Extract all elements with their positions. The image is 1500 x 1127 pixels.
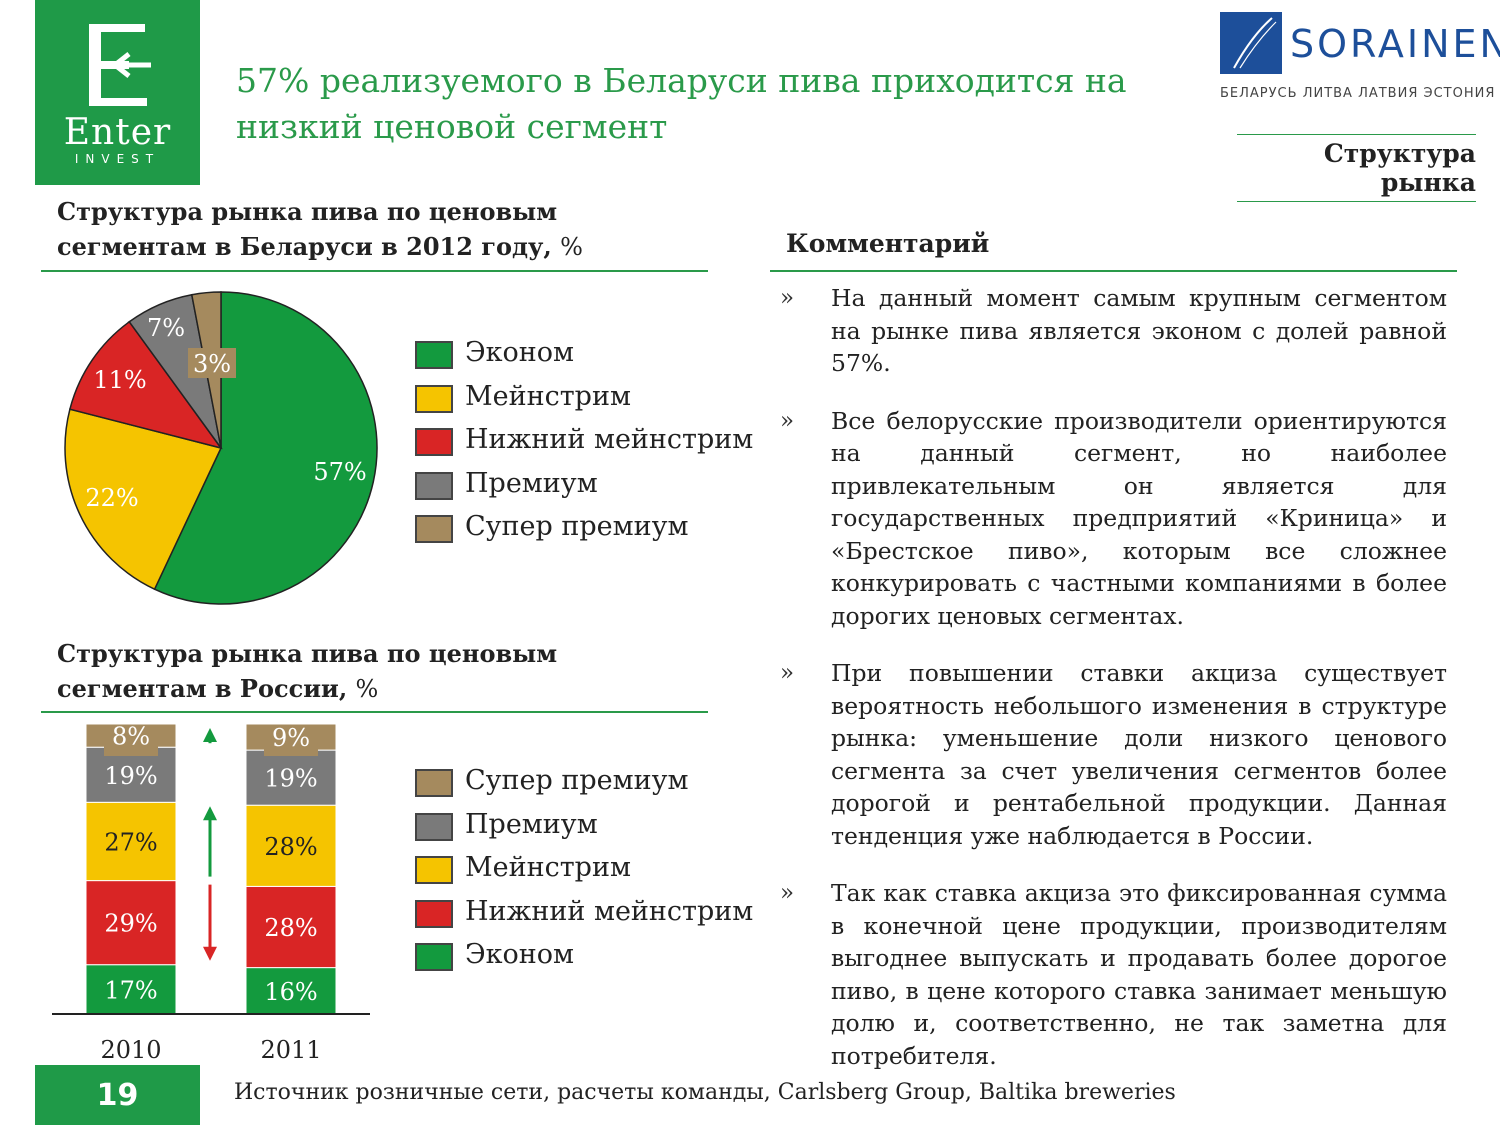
pie-legend-swatch-эконом [415, 341, 453, 369]
comment-bullet-1: » На данный момент самым крупным сегменто… [780, 282, 1447, 380]
bullet-marker: » [780, 880, 795, 906]
bar-label-2011-нижний-мейнстрим: 28% [264, 914, 317, 942]
bar-label-2010-эконом: 17% [104, 976, 157, 1004]
bar-2010-эконом [85, 964, 177, 1015]
bar-label-2011-эконом: 16% [264, 978, 317, 1006]
bar-legend-label-нижний-мейнстрим: Нижний мейнстрим [465, 895, 754, 927]
pie-legend-label-супер-премиум: Супер премиум [465, 511, 689, 542]
pie-legend-swatch-премиум [415, 471, 453, 500]
pie-legend-swatch-мейнстрим [415, 384, 453, 413]
bullet-marker: » [780, 285, 795, 311]
enter-invest-logo: Enter INVEST [35, 0, 200, 185]
bar-2011-мейнстрим [245, 804, 337, 887]
bar-2010-нижний-мейнстрим [85, 880, 177, 966]
bar-legend-label-премиум: Премиум [465, 808, 598, 840]
pie-chart-title: Структура рынка пива по ценовым сегмента… [57, 194, 697, 265]
pie-label-супер-премиум: 3% [193, 350, 231, 378]
trend-arrow-супер-премиум [203, 728, 217, 744]
bar-2011-нижний-мейнстрим [245, 885, 337, 969]
pie-legend-label-премиум: Премиум [465, 467, 598, 499]
trend-arrow-мейнстрим [203, 806, 217, 877]
comment-rule [770, 270, 1457, 272]
bar-category-2010: 2010 [100, 1036, 161, 1064]
bullet-text: На данный момент самым крупным сегментом… [831, 284, 1447, 377]
bar-legend-label-супер-премиум: Супер премиум [465, 765, 689, 796]
bar-label-2010-нижний-мейнстрим: 29% [104, 910, 157, 938]
bar-legend-swatch-премиум [415, 812, 453, 841]
bar-label-2010-мейнстрим: 27% [104, 828, 157, 856]
bullet-text: При повышении ставки акциза существует в… [831, 659, 1447, 850]
trend-arrow-нижний-мейнстрим [203, 884, 217, 961]
pie-label-нижний-мейнстрим: 11% [93, 366, 146, 394]
pie-legend-label-нижний-мейнстрим: Нижний мейнстрим [465, 424, 754, 455]
bar-label-2011-супер-премиум: 9% [272, 724, 310, 752]
bullet-text: Так как ставка акциза это фиксированная … [831, 879, 1447, 1070]
bar-chart-unit: % [355, 675, 379, 703]
bar-legend-swatch-супер-премиум [415, 769, 453, 797]
bar-legend-swatch-мейнстрим [415, 856, 453, 884]
pie-legend-swatch-нижний-мейнстрим [415, 428, 453, 456]
pie-chart-unit: % [560, 233, 583, 261]
bar-legend-swatch-нижний-мейнстрим [415, 899, 453, 928]
bar-label-2010-премиум: 19% [104, 762, 157, 790]
pie-legend-swatch-супер-премиум [415, 515, 453, 543]
source-note: Источник розничные сети, расчеты команды… [234, 1080, 1176, 1105]
bar-2011-премиум [245, 749, 337, 806]
pie-label-премиум: 7% [147, 314, 185, 342]
pie-chart-title-text: Структура рынка пива по ценовым сегмента… [57, 197, 558, 261]
bar-label-2010-супер-премиум: 8% [112, 723, 150, 751]
sorainen-countries: БЕЛАРУСЬ ЛИТВА ЛАТВИЯ ЭСТОНИЯ [1220, 86, 1496, 101]
logo-subtitle: INVEST [74, 152, 161, 166]
comment-bullets: » На данный момент самым крупным сегменто… [780, 282, 1447, 1097]
sorainen-logo-icon [1220, 12, 1282, 74]
pie-legend-label-эконом: Эконом [465, 337, 575, 368]
comment-bullet-3: » При повышении ставки акциза существует … [780, 657, 1447, 852]
bar-legend-label-эконом: Эконом [465, 939, 575, 970]
bar-label-2011-премиум: 19% [264, 765, 317, 793]
bar-chart-rule [41, 711, 708, 713]
section-tag: Структура рынка [1237, 134, 1476, 202]
pie-legend-label-мейнстрим: Мейнстрим [465, 380, 631, 412]
bar-category-2011: 2011 [260, 1036, 321, 1064]
pie-label-bg-супер-премиум [188, 348, 236, 378]
belarus-pie-chart: 57% 22% 11%7% 3% [64, 291, 378, 605]
pie-label-мейнстрим: 22% [85, 484, 138, 512]
comment-title: Комментарий [786, 229, 990, 258]
bar-2010-мейнстрим [85, 801, 177, 882]
bar-chart-title-text: Структура рынка пива по ценовым сегмента… [57, 639, 558, 703]
pie-label-эконом: 57% [313, 458, 366, 486]
bar-label-2011-мейнстрим: 28% [264, 833, 317, 861]
bar-chart-title: Структура рынка пива по ценовым сегмента… [57, 636, 697, 707]
bar-label-bg-2010 [104, 728, 158, 756]
sorainen-wordmark: SORAINEN [1290, 22, 1500, 66]
pie-chart-rule [41, 270, 708, 272]
bullet-text: Все белорусские производители ориентирую… [831, 406, 1447, 630]
pie-slice-эконом [153, 291, 378, 605]
bullet-marker: » [780, 407, 795, 434]
page-headline: 57% реализуемого в Беларуси пива приходи… [236, 61, 1127, 146]
enter-e-arrow-icon [89, 24, 151, 106]
pie-slice-мейнстрим [64, 408, 223, 591]
logo-name: Enter [63, 112, 172, 153]
pie-slice-нижний-мейнстрим [68, 320, 223, 450]
bar-2011-эконом [245, 967, 337, 1015]
bar-legend-swatch-эконом [415, 943, 453, 971]
page-number: 19 [35, 1065, 200, 1125]
bullet-marker: » [780, 660, 795, 686]
comment-bullet-4: » Так как ставка акциза это фиксированная… [780, 877, 1447, 1072]
comment-bullet-2: » Все белорусские производители ориентиру… [780, 405, 1447, 633]
russia-stacked-bar-chart: 17% 29% 27% 19% 8% 2010 16% 28% 28% 19% 9% 2011 [52, 723, 370, 1064]
bar-legend-label-мейнстрим: Мейнстрим [465, 852, 631, 883]
bar-label-bg-2011 [264, 728, 318, 756]
